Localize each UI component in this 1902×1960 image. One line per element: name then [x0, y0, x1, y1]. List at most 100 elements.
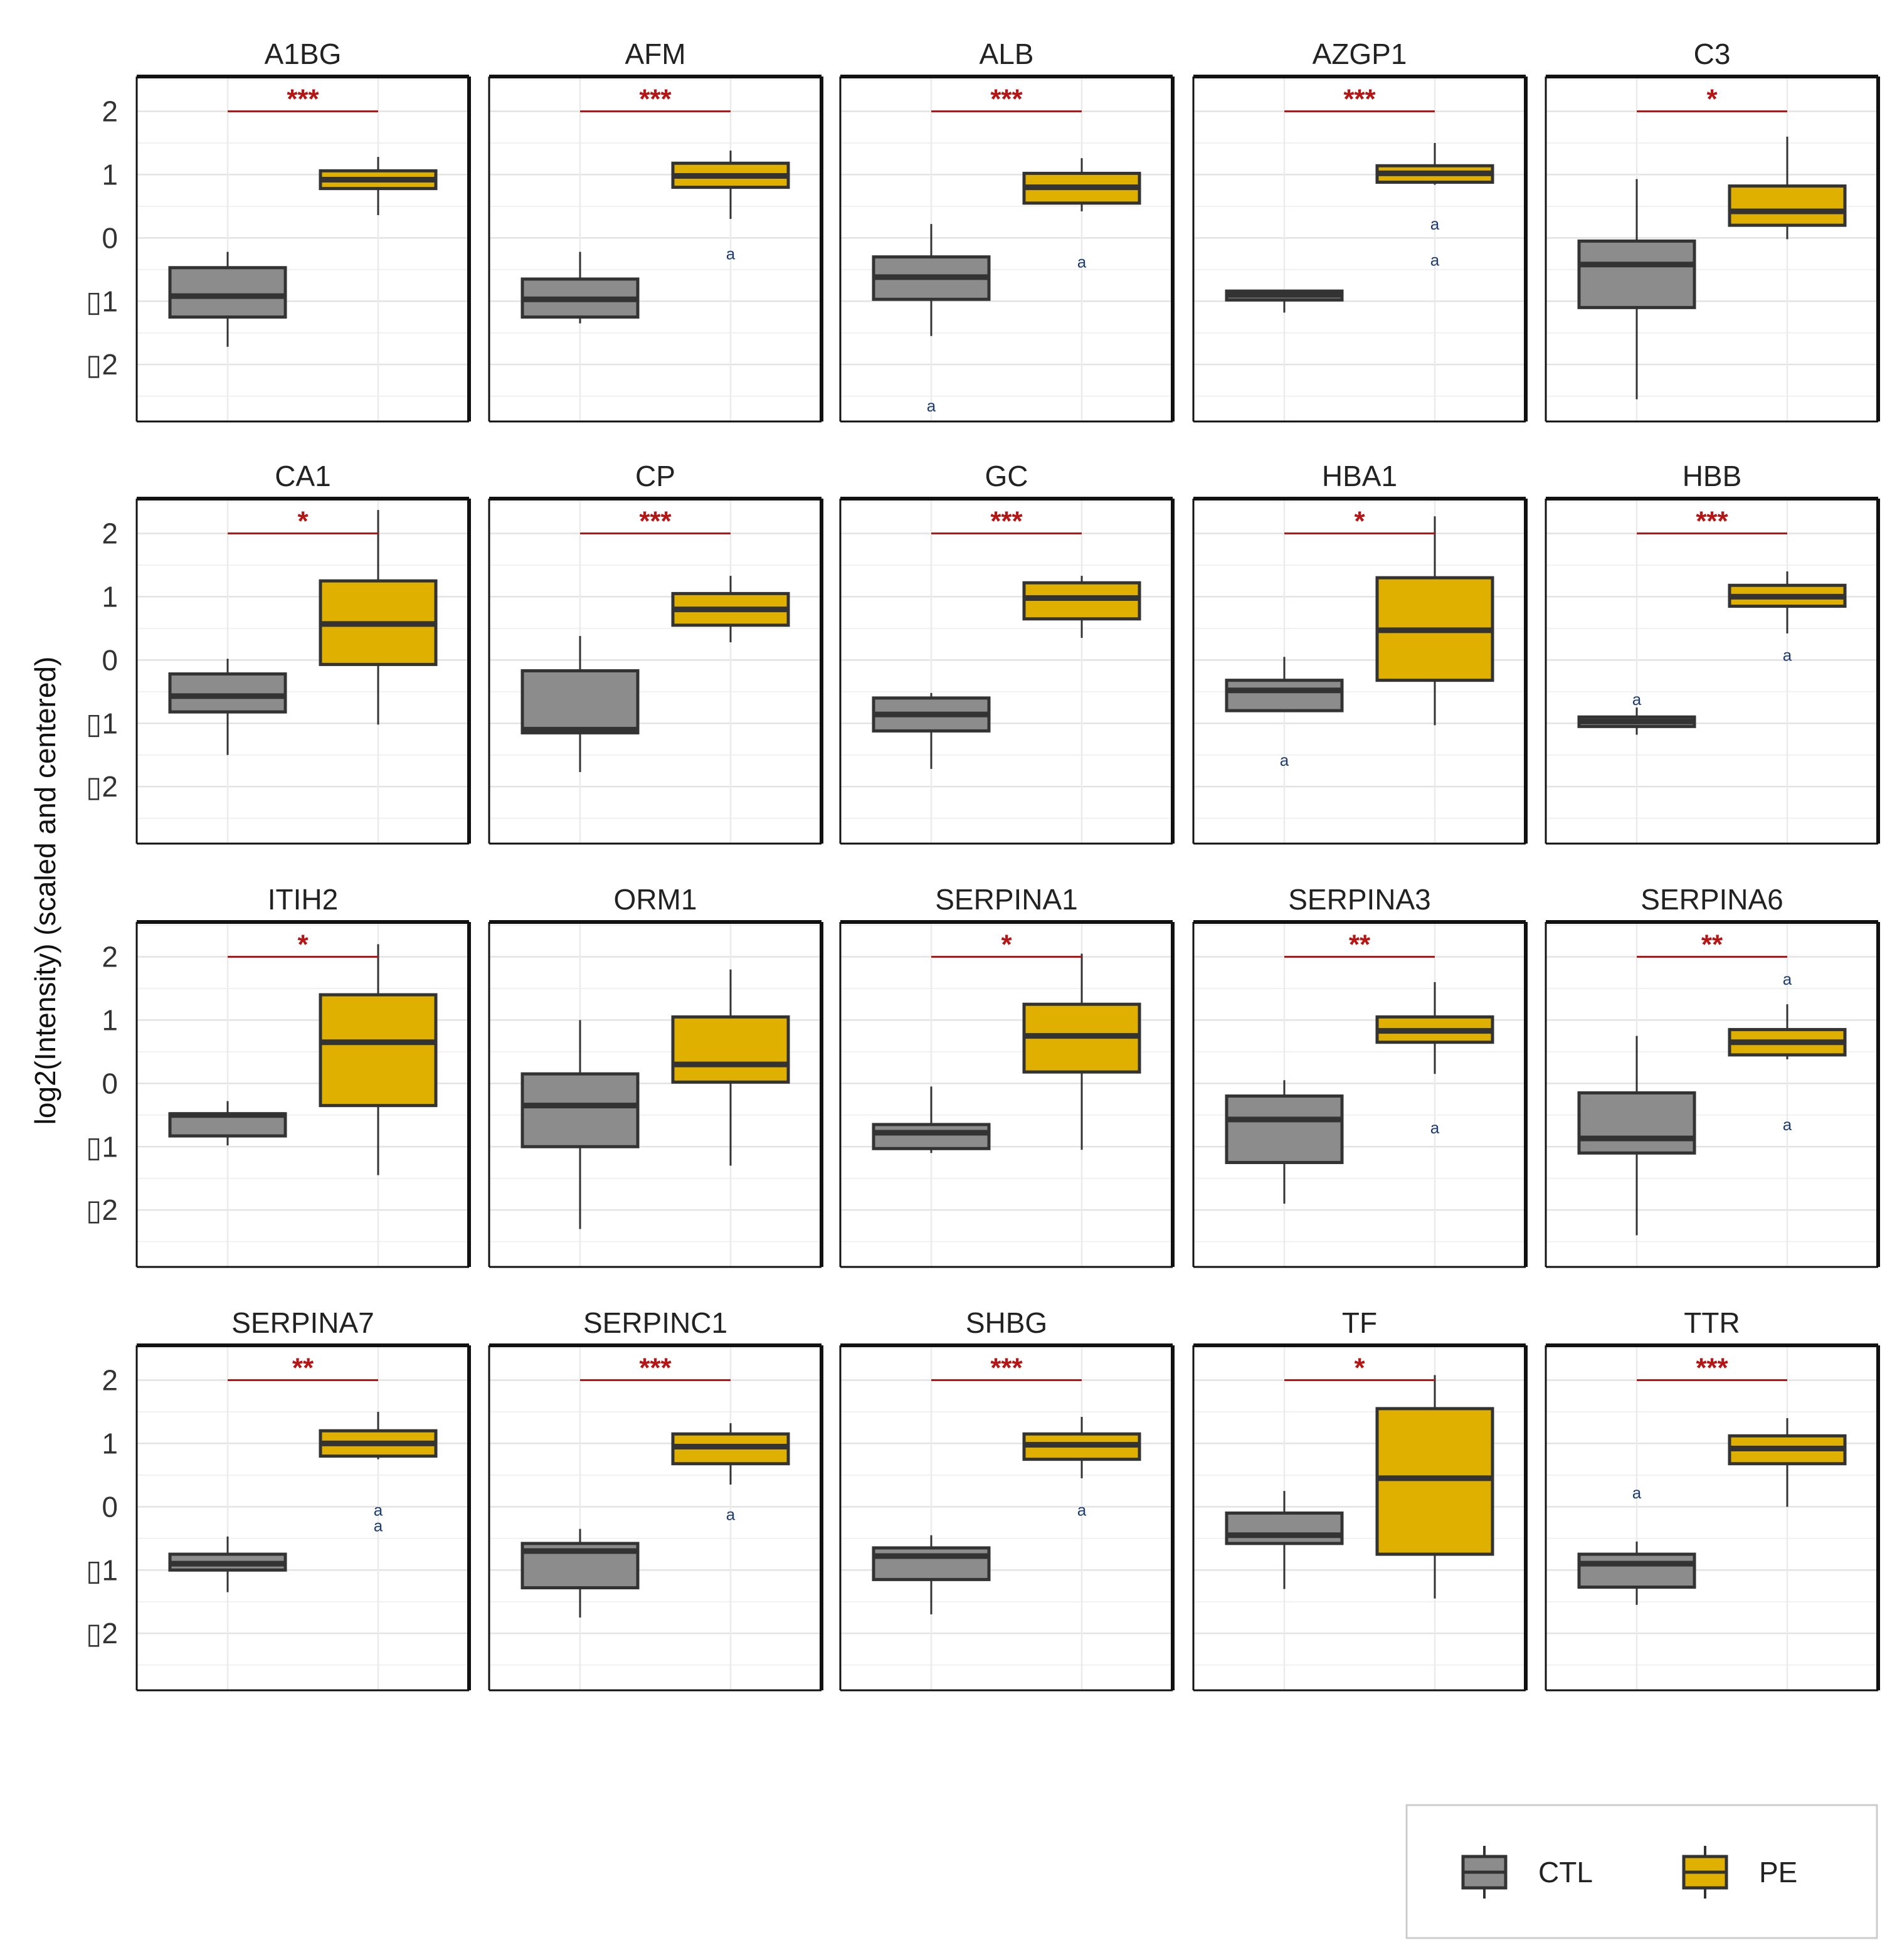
panel-alb-ctl-outlier: a [927, 396, 936, 415]
y-tick-label: 1 [102, 1004, 118, 1036]
y-tick-label: 1 [102, 580, 118, 613]
panel-azgp1-background [1193, 77, 1526, 421]
panel-a1bg-ctl-iqr-rect [168, 266, 287, 319]
panel-serpina1-pe-box [1022, 953, 1141, 1150]
panel-a1bg: *** A1BG 2 1 0 ▯1 ▯2 [86, 38, 471, 423]
panel-afm-background [489, 77, 822, 421]
panel-orm1-pe-box [671, 969, 790, 1166]
y-tick-label: ▯1 [86, 1554, 118, 1586]
panel-gc-significance-label: *** [990, 506, 1023, 537]
panel-serpina3-ctl-iqr-rect [1225, 1094, 1344, 1164]
panel-serpina6-pe-outlier: a [1783, 1115, 1792, 1134]
panel-azgp1-title: AZGP1 [1313, 38, 1407, 70]
panel-gc-pe-box [1022, 576, 1141, 638]
panel-alb-pe-outlier: a [1077, 253, 1087, 272]
panel-shbg-title: SHBG [966, 1306, 1047, 1339]
panel-serpina7-title: SERPINA7 [231, 1306, 374, 1339]
panel-gc: *** GC [839, 460, 1175, 845]
panel-serpina6-pe-box: aa [1728, 970, 1847, 1134]
panel-orm1-title: ORM1 [614, 883, 697, 916]
panel-orm1-pe-iqr-rect [671, 1015, 790, 1084]
panel-shbg: a *** SHBG [839, 1306, 1175, 1692]
panel-shbg-pe-outlier: a [1077, 1500, 1087, 1519]
panel-azgp1-pe-box: aa [1375, 142, 1494, 270]
panel-itih2-ctl-box [168, 1101, 287, 1146]
panel-alb-pe-box: a [1022, 158, 1141, 272]
panel-shbg-ctl-box [872, 1535, 991, 1614]
panel-gc-ctl-box [872, 692, 991, 769]
panel-a1bg-pe-box [319, 157, 438, 216]
panel-serpinc1-significance-label: *** [639, 1353, 672, 1384]
panel-hbb-ctl-outlier: a [1632, 690, 1642, 709]
panel-alb-title: ALB [980, 38, 1034, 70]
panel-ttr-background [1546, 1345, 1878, 1690]
panel-ca1-title: CA1 [275, 460, 330, 492]
panel-ca1-pe-box [319, 510, 438, 725]
panel-tf: * TF [1192, 1306, 1528, 1692]
panel-serpina1-ctl-iqr-rect [872, 1123, 991, 1150]
y-tick-label: 0 [102, 1490, 118, 1523]
panel-itih2-pe-iqr-rect [319, 993, 438, 1108]
panel-itih2-pe-box [319, 944, 438, 1175]
panel-serpina6: aa**SERPINA6 [1545, 883, 1880, 1268]
panel-afm-ctl-box [520, 252, 640, 324]
y-tick-label: 0 [102, 644, 118, 676]
panel-afm-title: AFM [625, 38, 685, 70]
panel-gc-pe-iqr-rect [1022, 581, 1141, 621]
panel-tf-pe-iqr-rect [1375, 1407, 1494, 1556]
panel-itih2-significance-label: * [297, 930, 309, 960]
panel-itih2-title: ITIH2 [268, 883, 338, 916]
panel-serpina7-significance-label: ** [292, 1353, 314, 1384]
panel-serpina3-ctl-box [1225, 1080, 1344, 1204]
panel-serpina1: * SERPINA1 [839, 883, 1175, 1268]
panel-shbg-significance-label: *** [990, 1353, 1023, 1384]
panel-c3-pe-iqr-rect [1728, 184, 1847, 227]
panel-hba1-title: HBA1 [1322, 460, 1397, 492]
panel-hbb-title: HBB [1683, 460, 1742, 492]
panel-tf-title: TF [1342, 1306, 1377, 1339]
panel-shbg-ctl-iqr-rect [872, 1546, 991, 1581]
panel-orm1: ORM1 [488, 883, 823, 1268]
panel-ttr-ctl-outlier: a [1632, 1483, 1642, 1502]
panel-serpina1-significance-label: * [1001, 930, 1012, 960]
legend-label-ctl: CTL [1538, 1856, 1593, 1888]
panel-c3-title: C3 [1694, 38, 1731, 70]
y-tick-label: ▯2 [86, 348, 118, 381]
y-axis-title: log2(Intensity) (scaled and centered) [29, 657, 61, 1125]
panel-serpina6-ctl-box [1577, 1036, 1696, 1236]
panel-serpina3-pe-outlier: a [1430, 1118, 1440, 1137]
panel-cp: *** CP [488, 460, 823, 845]
panel-ca1: * CA1 2 1 0 ▯1 ▯2 [86, 460, 471, 845]
panel-alb-significance-label: *** [990, 84, 1023, 115]
panel-serpina1-title: SERPINA1 [935, 883, 1078, 916]
panel-alb-background [840, 77, 1173, 421]
panel-serpina7-background [137, 1345, 469, 1690]
y-tick-label: 2 [102, 1364, 118, 1397]
panel-c3-significance-label: * [1706, 84, 1718, 115]
panel-serpinc1-title: SERPINC1 [583, 1306, 727, 1339]
y-tick-label: 1 [102, 158, 118, 191]
panel-serpinc1-ctl-box [520, 1528, 640, 1618]
panel-serpina7-pe-outlier: a [374, 1500, 383, 1519]
panel-c3: * C3 [1545, 38, 1880, 423]
y-tick-label: 0 [102, 1067, 118, 1099]
panel-orm1-ctl-iqr-rect [520, 1072, 640, 1148]
panel-hba1-pe-box [1375, 516, 1494, 726]
panel-cp-ctl-iqr-rect [520, 669, 640, 734]
panel-serpina7-ctl-box [168, 1536, 287, 1592]
panel-gc-title: GC [985, 460, 1028, 492]
panel-afm-significance-label: *** [639, 84, 672, 115]
panel-serpinc1-background [489, 1345, 822, 1690]
panel-serpina3-significance-label: ** [1349, 930, 1371, 960]
panel-ttr-ctl-box: a [1577, 1483, 1696, 1605]
panel-serpina3: a ** SERPINA3 [1192, 883, 1528, 1268]
panel-azgp1-significance-label: *** [1343, 84, 1376, 115]
panel-hba1-significance-label: * [1354, 506, 1365, 537]
panel-hba1-ctl-iqr-rect [1225, 679, 1344, 712]
panel-alb: a a *** ALB [839, 38, 1175, 423]
legend: CTL PE [1405, 1804, 1878, 1939]
panel-cp-title: CP [635, 460, 675, 492]
panel-serpinc1-pe-outlier: a [726, 1505, 736, 1523]
panel-hba1: a * HBA1 [1192, 460, 1528, 845]
facet-panels: ***A1BG210▯1▯2a***AFMaa***ALBaa***AZGP1*… [86, 38, 1880, 1692]
